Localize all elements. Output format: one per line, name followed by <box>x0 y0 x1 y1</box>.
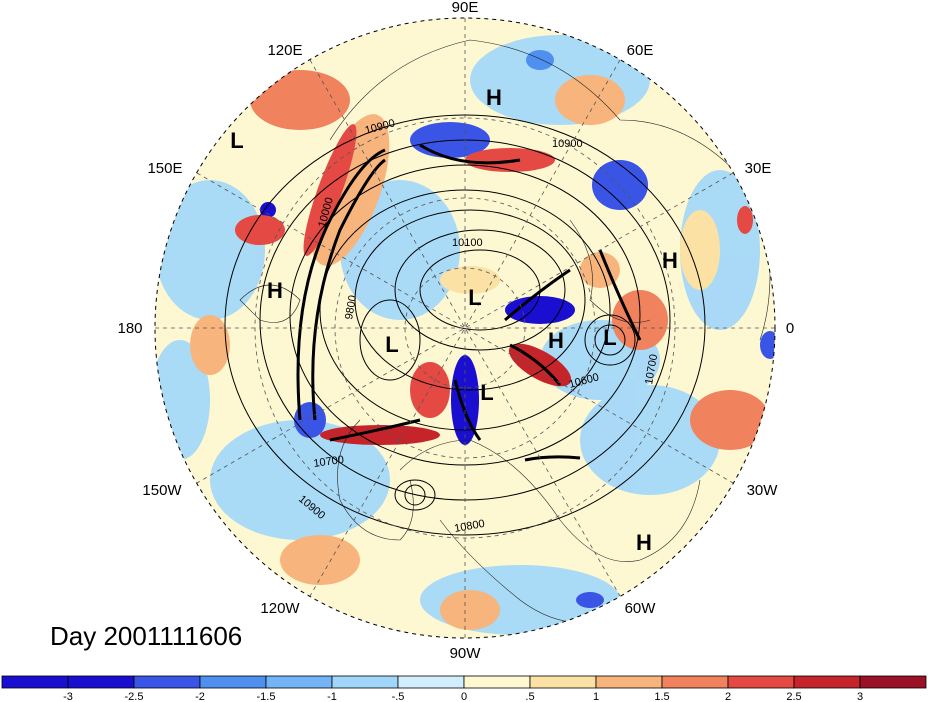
colorbar-tick-label: 0 <box>461 691 467 702</box>
jet-contours <box>296 143 642 462</box>
colorbar-box <box>661 675 729 689</box>
colorbar-tick-label: 3 <box>857 691 863 702</box>
contour-label: 10100 <box>452 237 483 249</box>
neutral-background <box>155 18 775 638</box>
high-africa-label: H <box>662 248 678 273</box>
day-title: Day 2001111606 <box>50 621 242 651</box>
contour-label: 10700 <box>313 454 345 470</box>
colorbar-box <box>331 675 399 689</box>
lon-label-180: 180 <box>117 320 142 337</box>
colorbar-box <box>67 675 135 689</box>
contour-label: 10700 <box>643 353 660 385</box>
colorbar-box <box>595 675 663 689</box>
lon-label-90e: 90E <box>452 0 479 16</box>
pressure-system-labels: H L H L L L H L H H <box>230 85 678 555</box>
lon-label-30w: 30W <box>747 482 779 499</box>
contour-label: 10900 <box>552 138 583 150</box>
colorbar: -3 -2.5 -2 -1.5 -1 -.5 0 .5 1 1.5 2 2.5 3 <box>1 675 927 702</box>
colorbar-tick-label: -.5 <box>392 691 405 702</box>
colorbar-box <box>529 675 597 689</box>
longitude-labels: 90E 60E 30E 0 30W 60W 90W 120W 150W 180 … <box>117 0 794 662</box>
lon-label-120e: 120E <box>267 42 302 59</box>
colorbar-box <box>793 675 861 689</box>
colorbar-tick-label: -1.5 <box>257 691 276 702</box>
positive-anomaly-shading <box>190 70 770 630</box>
colorbar-tick-label: .5 <box>525 691 534 702</box>
lon-label-60w: 60W <box>625 600 657 617</box>
low-europe-label: L <box>603 325 616 350</box>
colorbar-box <box>199 675 267 689</box>
colorbar-tick-label: -1 <box>327 691 337 702</box>
colorbar-box <box>727 675 795 689</box>
high-siberia-label: H <box>486 85 502 110</box>
colorbar-box <box>397 675 465 689</box>
contour-label: 10800 <box>453 518 485 535</box>
lon-label-150e: 150E <box>147 160 182 177</box>
low-alaska-label: L <box>385 332 398 357</box>
lon-label-90w: 90W <box>450 645 482 662</box>
lon-label-30e: 30E <box>745 160 772 177</box>
colorbar-box <box>133 675 201 689</box>
colorbar-tick-label: -2 <box>195 691 205 702</box>
colorbar-box <box>463 675 531 689</box>
disk-boundary <box>154 17 776 639</box>
high-greenland-label: H <box>548 328 564 353</box>
high-north-pacific-label: H <box>267 278 283 303</box>
lon-label-0: 0 <box>786 320 794 337</box>
colorbar-tick-label: 2.5 <box>786 691 801 702</box>
colorbar-tick-label: 2 <box>725 691 731 702</box>
lon-label-120w: 120W <box>260 600 300 617</box>
colorbar-box <box>1 675 69 689</box>
lon-label-60e: 60E <box>627 42 654 59</box>
map-disk <box>155 18 775 638</box>
colorbar-tick-label: -3 <box>63 691 73 702</box>
lon-label-150w: 150W <box>142 482 182 499</box>
graticule <box>155 18 775 638</box>
negative-anomaly-shading <box>155 35 760 635</box>
low-canada-label: L <box>480 380 493 405</box>
colorbar-box <box>859 675 927 689</box>
low-west-pacific-label: L <box>230 128 243 153</box>
colorbar-tick-label: 1 <box>593 691 599 702</box>
colorbar-tick-label: -2.5 <box>125 691 144 702</box>
high-atlantic-label: H <box>636 530 652 555</box>
colorbar-box <box>265 675 333 689</box>
low-pole-label: L <box>468 285 481 310</box>
colorbar-tick-label: 1.5 <box>654 691 669 702</box>
contour-label: 9800 <box>343 294 359 320</box>
